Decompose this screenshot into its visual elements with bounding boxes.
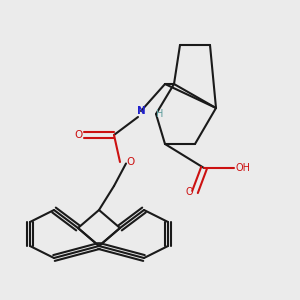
Text: O: O	[126, 157, 134, 167]
Text: N: N	[136, 106, 146, 116]
Text: O: O	[74, 130, 83, 140]
Text: O: O	[186, 187, 194, 197]
Text: OH: OH	[236, 163, 250, 173]
Text: H: H	[156, 109, 164, 119]
